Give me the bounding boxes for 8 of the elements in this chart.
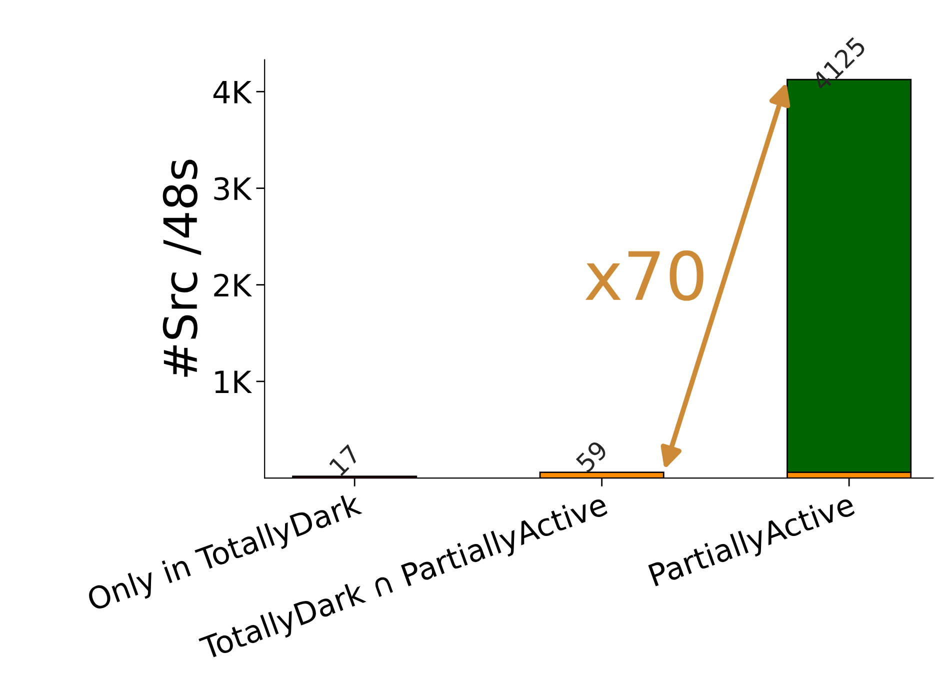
y-tick-label: 4K: [213, 80, 252, 104]
y-tick-label: 2K: [214, 274, 252, 296]
y-tick-label: 1K: [215, 370, 252, 394]
y-tick-label: 3K: [214, 177, 252, 200]
y-axis-title: #Src /48s: [162, 160, 202, 377]
total-label: 59: [575, 440, 608, 473]
total-label: 17: [328, 444, 361, 476]
annotation: x70: [585, 250, 704, 301]
